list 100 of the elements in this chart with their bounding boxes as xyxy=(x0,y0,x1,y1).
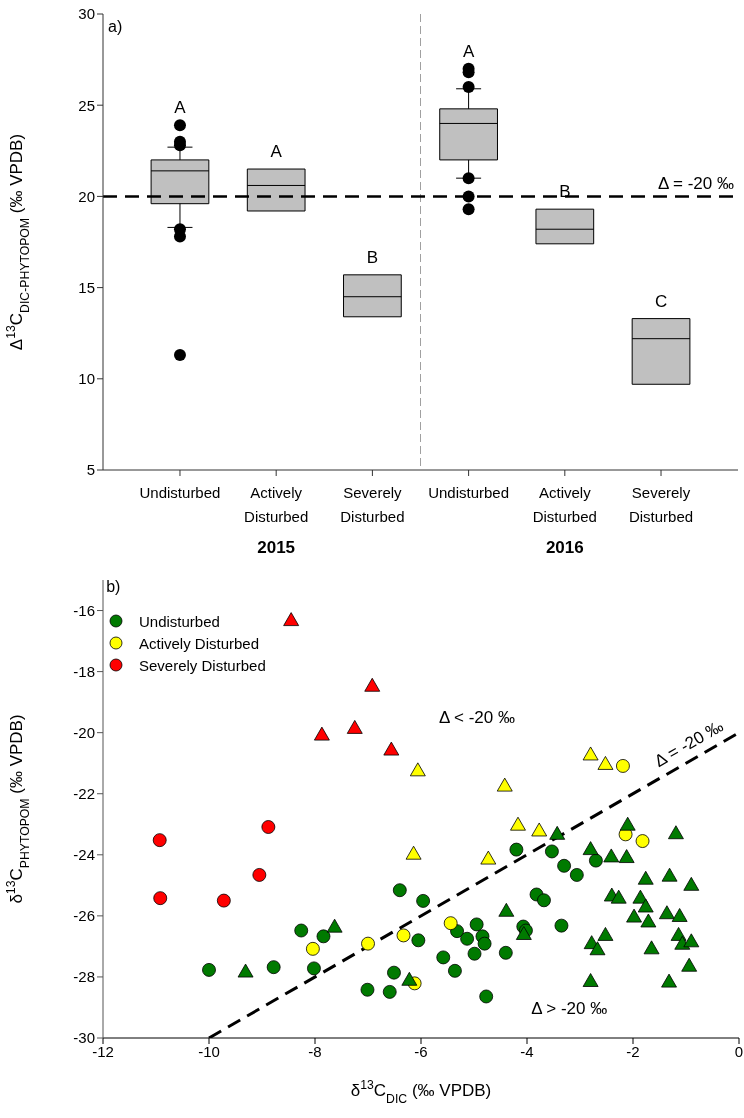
y-tick-label: 10 xyxy=(78,370,95,388)
point xyxy=(460,931,475,946)
point xyxy=(554,918,569,933)
point xyxy=(416,894,431,908)
point xyxy=(252,868,267,882)
point xyxy=(387,965,401,980)
point xyxy=(510,816,526,831)
point xyxy=(152,833,167,848)
point xyxy=(401,971,418,986)
point xyxy=(360,982,375,997)
point xyxy=(582,973,599,987)
point xyxy=(637,870,654,885)
point xyxy=(640,913,657,928)
point xyxy=(411,933,426,948)
point xyxy=(480,850,497,865)
y-tick-label: -18 xyxy=(73,662,95,680)
point xyxy=(443,916,458,931)
x-tick-label: Severely Disturbed xyxy=(340,484,405,525)
point xyxy=(316,929,331,944)
point xyxy=(643,940,660,955)
point xyxy=(537,893,551,908)
point xyxy=(635,834,650,848)
point xyxy=(531,822,548,837)
x-axis-title: δ$^{13}$C$_{DIC}$ (‰ VPDB) xyxy=(350,1078,492,1106)
point xyxy=(305,941,320,956)
point xyxy=(283,612,300,627)
point xyxy=(153,891,168,906)
annotation: Δ < -20 ‰ xyxy=(438,708,515,729)
point xyxy=(661,867,678,882)
point xyxy=(582,746,599,761)
annotation: a) xyxy=(108,18,123,36)
point xyxy=(237,963,254,978)
point xyxy=(383,741,400,756)
point xyxy=(202,963,216,977)
point xyxy=(307,961,321,976)
point xyxy=(549,825,566,840)
point xyxy=(616,759,630,773)
x-tick-label: -2 xyxy=(626,1042,640,1060)
point xyxy=(326,918,343,933)
point xyxy=(589,853,603,868)
x-tick-label: Actively Disturbed xyxy=(244,484,309,525)
annotation: A xyxy=(270,142,283,162)
point xyxy=(396,928,411,943)
point xyxy=(569,868,584,882)
x-tick-label: 0 xyxy=(734,1042,744,1060)
point xyxy=(637,898,654,913)
y-tick-label: -30 xyxy=(73,1029,95,1047)
y-tick-label: 15 xyxy=(78,278,95,296)
point xyxy=(346,719,363,734)
point xyxy=(589,941,606,956)
y-tick-label: -22 xyxy=(73,785,95,803)
point xyxy=(261,820,276,834)
point xyxy=(364,677,381,692)
point xyxy=(405,845,422,860)
point xyxy=(603,848,620,863)
point xyxy=(313,726,330,741)
x-tick-label: Actively Disturbed xyxy=(532,484,597,525)
point xyxy=(661,973,677,988)
point xyxy=(467,946,482,961)
point xyxy=(479,989,494,1004)
y-tick-label: 25 xyxy=(78,96,95,114)
point xyxy=(545,844,559,859)
point xyxy=(582,841,599,856)
legend-label: Actively Disturbed xyxy=(139,634,260,652)
y-tick-label: -28 xyxy=(73,968,95,986)
y-tick-label: -20 xyxy=(73,723,95,741)
y-tick-label: -16 xyxy=(73,601,95,619)
point xyxy=(477,936,492,951)
point xyxy=(618,849,635,863)
point xyxy=(597,756,614,770)
x-tick-label: -4 xyxy=(520,1042,534,1060)
x-tick-label: -8 xyxy=(308,1042,322,1060)
point xyxy=(392,883,407,898)
x-tick-label: -10 xyxy=(198,1042,220,1060)
point xyxy=(515,926,532,940)
annotation: B xyxy=(366,247,379,267)
point xyxy=(266,960,281,975)
annotation: Δ > -20 ‰ xyxy=(531,998,608,1019)
annotation: A xyxy=(462,41,475,61)
point xyxy=(498,902,515,917)
legend-label: Undisturbed xyxy=(139,612,220,630)
text: 2016 xyxy=(545,538,584,558)
point xyxy=(610,889,627,904)
text: Δ = -20 ‰ xyxy=(651,716,727,771)
point xyxy=(409,762,426,777)
point xyxy=(216,893,231,908)
point xyxy=(509,842,524,857)
annotation: b) xyxy=(106,577,121,596)
y-tick-label: 5 xyxy=(86,461,95,479)
y-tick-label: 20 xyxy=(78,187,95,205)
point xyxy=(498,945,513,960)
point xyxy=(668,825,684,840)
legend-label: Severely Disturbed xyxy=(139,656,266,674)
point xyxy=(436,950,451,965)
x-tick-label: Undisturbed xyxy=(428,484,510,501)
y-tick-label: -24 xyxy=(73,846,95,864)
point xyxy=(557,858,571,873)
point xyxy=(683,876,700,891)
point xyxy=(469,917,484,932)
point xyxy=(382,985,397,999)
